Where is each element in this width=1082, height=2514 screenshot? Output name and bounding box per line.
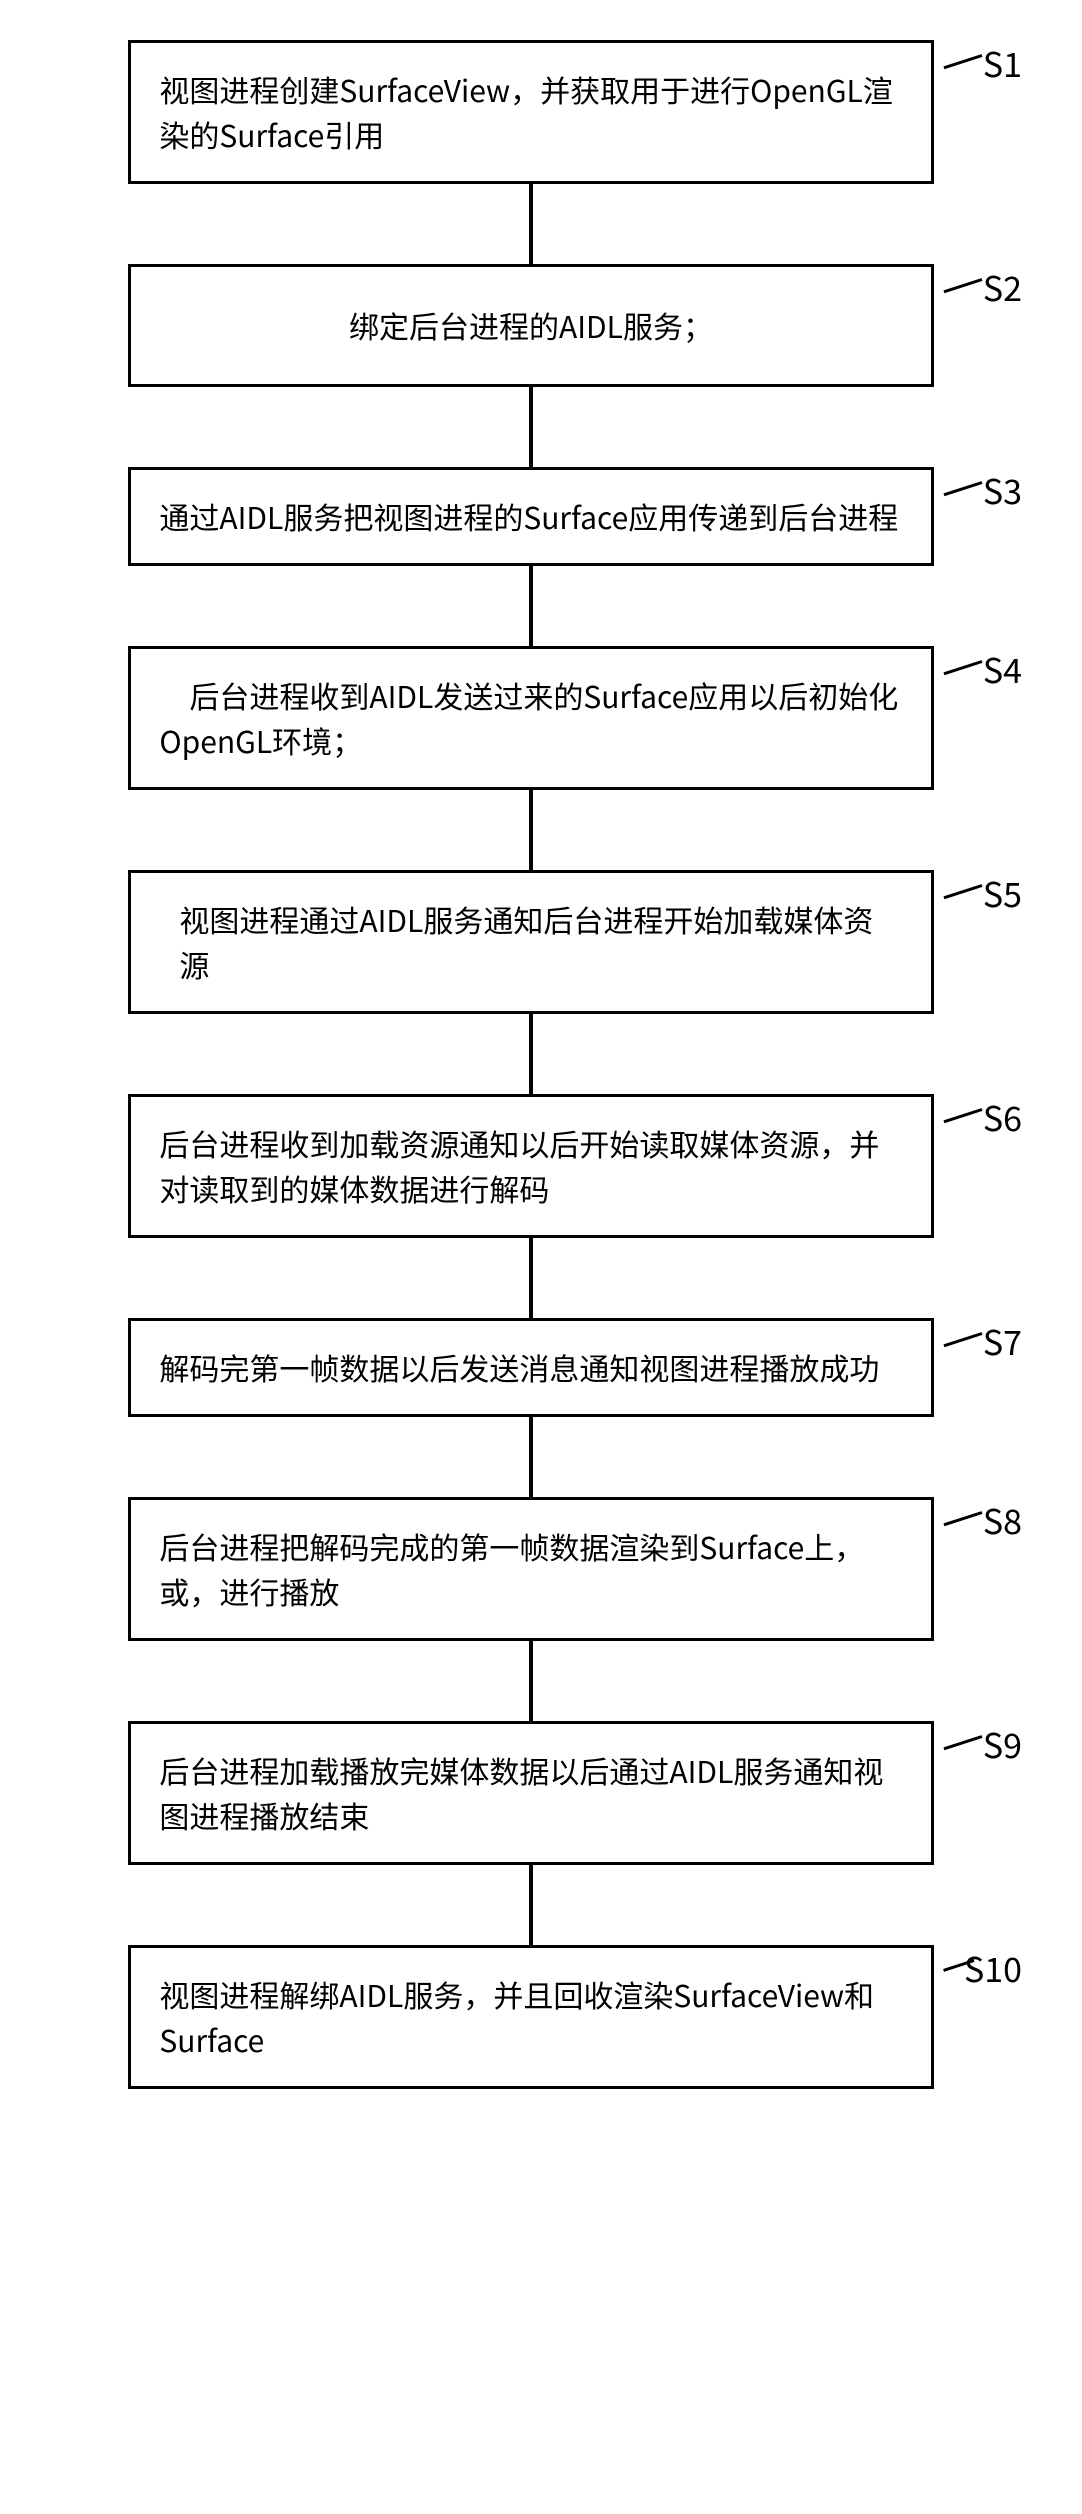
label-lead-line (943, 1108, 982, 1123)
step-label-s5: S5 (983, 868, 1022, 917)
step-label-s9: S9 (983, 1719, 1022, 1768)
flow-node-text: 视图进程解绑AIDL服务，并且回收渲染SurfaceView和Surface (159, 1972, 874, 2061)
step-label-s8: S8 (983, 1495, 1022, 1544)
flow-node-text: 解码完第一帧数据以后发送消息通知视图进程播放成功 (159, 1345, 879, 1389)
flow-node-s3: 通过AIDL服务把视图进程的Surface应用传递到后台进程 (128, 467, 933, 566)
label-lead-line (943, 1511, 982, 1526)
label-lead-line (943, 54, 982, 69)
flow-node-s10: 视图进程解绑AIDL服务，并且回收渲染SurfaceView和Surface (128, 1945, 933, 2089)
flow-step: 通过AIDL服务把视图进程的Surface应用传递到后台进程 S3 (40, 467, 1022, 566)
flowchart-container: 视图进程创建SurfaceView，并获取用于进行OpenGL渲染的Surfac… (40, 40, 1022, 2089)
flow-node-text: 通过AIDL服务把视图进程的Surface应用传递到后台进程 (159, 494, 898, 538)
step-label-s2: S2 (983, 262, 1022, 311)
flow-step: 视图进程创建SurfaceView，并获取用于进行OpenGL渲染的Surfac… (40, 40, 1022, 184)
flow-connector (529, 566, 533, 646)
flow-node-s1: 视图进程创建SurfaceView，并获取用于进行OpenGL渲染的Surfac… (128, 40, 933, 184)
flow-connector (529, 1417, 533, 1497)
flow-node-text: 后台进程把解码完成的第一帧数据渲染到Surface上，或，进行播放 (159, 1524, 864, 1613)
flow-node-s5: 视图进程通过AIDL服务通知后台进程开始加载媒体资源 (128, 870, 933, 1014)
flow-node-text: 视图进程通过AIDL服务通知后台进程开始加载媒体资源 (179, 897, 873, 986)
flow-node-text: 后台进程加载播放完媒体数据以后通过AIDL服务通知视图进程播放结束 (159, 1748, 883, 1837)
flow-step: 视图进程通过AIDL服务通知后台进程开始加载媒体资源 S5 (40, 870, 1022, 1014)
label-lead-line (943, 660, 982, 675)
label-lead-line (943, 481, 982, 496)
flow-node-s6: 后台进程收到加载资源通知以后开始读取媒体资源，并对读取到的媒体数据进行解码 (128, 1094, 933, 1238)
flow-connector (529, 184, 533, 264)
flow-step: 绑定后台进程的AIDL服务； S2 (40, 264, 1022, 387)
flow-connector (529, 387, 533, 467)
flow-connector (529, 1238, 533, 1318)
label-lead-line (943, 278, 982, 293)
label-lead-line (943, 1735, 982, 1750)
flow-step: 后台进程加载播放完媒体数据以后通过AIDL服务通知视图进程播放结束 S9 (40, 1721, 1022, 1865)
flow-node-s7: 解码完第一帧数据以后发送消息通知视图进程播放成功 (128, 1318, 933, 1417)
flow-step: 后台进程收到AIDL发送过来的Surface应用以后初始化OpenGL环境； S… (40, 646, 1022, 790)
flow-node-s9: 后台进程加载播放完媒体数据以后通过AIDL服务通知视图进程播放结束 (128, 1721, 933, 1865)
step-label-s10: S10 (964, 1943, 1022, 1992)
flow-connector (529, 790, 533, 870)
flow-step: 视图进程解绑AIDL服务，并且回收渲染SurfaceView和Surface S… (40, 1945, 1022, 2089)
flow-node-s2: 绑定后台进程的AIDL服务； (128, 264, 933, 387)
flow-node-s8: 后台进程把解码完成的第一帧数据渲染到Surface上，或，进行播放 (128, 1497, 933, 1641)
step-label-s3: S3 (983, 465, 1022, 514)
step-label-s4: S4 (983, 644, 1022, 693)
flow-step: 后台进程收到加载资源通知以后开始读取媒体资源，并对读取到的媒体数据进行解码 S6 (40, 1094, 1022, 1238)
flow-node-text: 后台进程收到AIDL发送过来的Surface应用以后初始化OpenGL环境； (159, 673, 898, 762)
flow-node-text: 视图进程创建SurfaceView，并获取用于进行OpenGL渲染的Surfac… (159, 67, 892, 156)
label-lead-line (943, 1332, 982, 1347)
flow-step: 解码完第一帧数据以后发送消息通知视图进程播放成功 S7 (40, 1318, 1022, 1417)
step-label-s6: S6 (983, 1092, 1022, 1141)
flow-node-text: 后台进程收到加载资源通知以后开始读取媒体资源，并对读取到的媒体数据进行解码 (159, 1121, 879, 1210)
step-label-s1: S1 (983, 38, 1022, 87)
flow-step: 后台进程把解码完成的第一帧数据渲染到Surface上，或，进行播放 S8 (40, 1497, 1022, 1641)
flow-connector (529, 1014, 533, 1094)
flow-connector (529, 1641, 533, 1721)
flow-node-s4: 后台进程收到AIDL发送过来的Surface应用以后初始化OpenGL环境； (128, 646, 933, 790)
step-label-s7: S7 (983, 1316, 1022, 1365)
flow-connector (529, 1865, 533, 1945)
flow-node-text: 绑定后台进程的AIDL服务； (349, 303, 713, 347)
label-lead-line (943, 884, 982, 899)
